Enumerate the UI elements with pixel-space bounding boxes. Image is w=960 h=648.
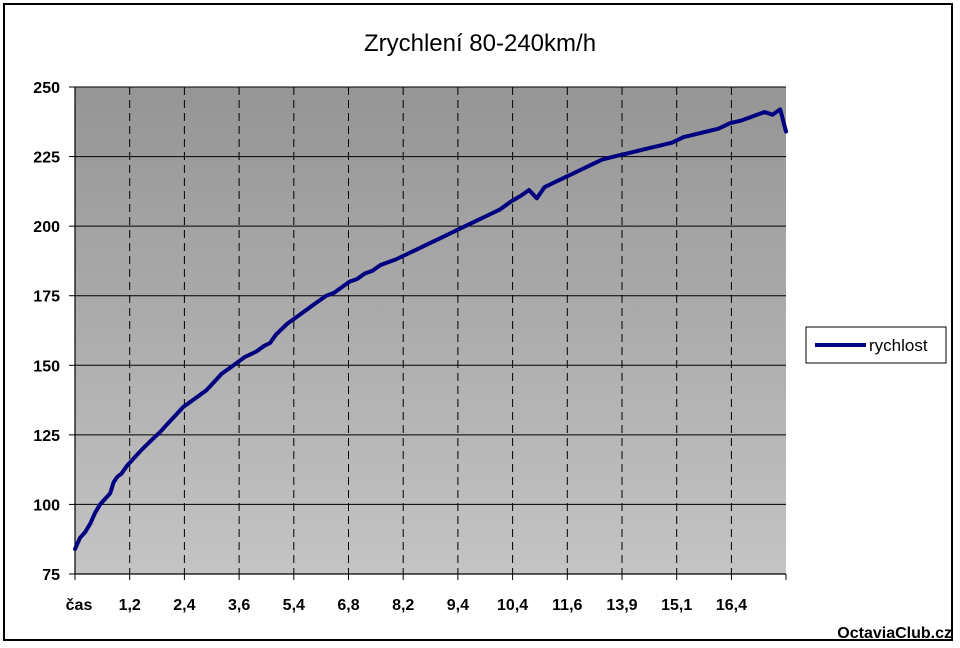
chart-title: Zrychlení 80-240km/h xyxy=(364,30,596,57)
x-tick-label: 13,9 xyxy=(606,597,637,614)
y-tick-label: 100 xyxy=(33,497,60,514)
x-tick-label: 6,8 xyxy=(337,597,359,614)
x-tick-label: 10,4 xyxy=(497,597,528,614)
y-tick-label: 225 xyxy=(33,150,60,167)
horizontal-gridlines xyxy=(75,86,786,505)
x-tick-label: 3,6 xyxy=(228,597,250,614)
watermark: OctaviaClub.cz xyxy=(837,625,952,642)
legend: rychlost xyxy=(805,326,947,364)
x-tick-label: 9,4 xyxy=(447,597,469,614)
x-tick-label: 16,4 xyxy=(716,597,747,614)
vertical-gridlines xyxy=(129,87,732,574)
x-tick-label: 8,2 xyxy=(392,597,414,614)
x-tick-label: 11,6 xyxy=(552,597,582,614)
series-line-rychlost xyxy=(73,107,788,551)
x-tick-label: čas xyxy=(66,597,93,614)
y-tick-label: 200 xyxy=(33,219,60,236)
x-tick-label: 15,1 xyxy=(661,597,692,614)
legend-label: rychlost xyxy=(869,336,928,355)
x-tick-label: 5,4 xyxy=(283,597,305,614)
y-tick-label: 75 xyxy=(42,567,60,584)
plot-area xyxy=(75,87,786,574)
x-tick-labels: čas 1,2 2,4 3,6 5,4 6,8 8,2 9,4 10,4 11,6 13,9 15,1… xyxy=(66,574,787,614)
y-tick-label: 250 xyxy=(33,80,60,97)
y-tick-label: 150 xyxy=(33,358,60,375)
axes xyxy=(74,87,786,575)
y-tick-labels: 75 100 125 150 175 200 225 250 xyxy=(33,80,75,584)
y-tick-label: 175 xyxy=(33,289,60,306)
y-tick-label: 125 xyxy=(33,428,60,445)
x-tick-label: 1,2 xyxy=(119,597,141,614)
x-tick-label: 2,4 xyxy=(173,597,195,614)
